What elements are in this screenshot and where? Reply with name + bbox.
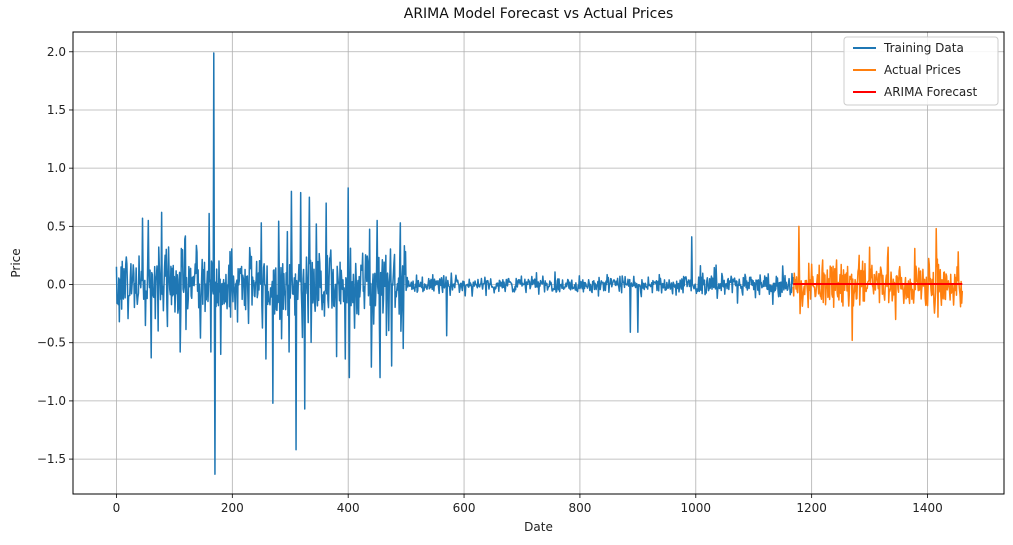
series-group <box>115 52 964 475</box>
grid-lines <box>73 32 1004 494</box>
legend-box <box>843 36 999 106</box>
y-tick-label: 1.0 <box>47 161 66 175</box>
y-tick-label: 2.0 <box>47 45 66 59</box>
x-tick-label: 400 <box>337 501 360 515</box>
y-tick-label: −0.5 <box>37 336 66 350</box>
y-tick-label: 0.5 <box>47 219 66 233</box>
x-tick-label: 800 <box>568 501 591 515</box>
x-tick-label: 600 <box>453 501 476 515</box>
y-tick-label: −1.5 <box>37 452 66 466</box>
series-training-data <box>115 52 794 475</box>
y-tick-label: −1.0 <box>37 394 66 408</box>
legend-label-forecast: ARIMA Forecast <box>884 85 978 99</box>
plot-frame <box>72 31 1005 495</box>
legend-label-actual: Actual Prices <box>884 63 961 77</box>
series-actual-prices <box>792 225 964 342</box>
y-axis-label: Price <box>9 248 23 277</box>
x-tick-label: 1400 <box>912 501 943 515</box>
x-tick-label: 1000 <box>681 501 712 515</box>
x-tick-label: 0 <box>113 501 121 515</box>
y-axis-ticks: −1.5 −1.0 −0.5 0.0 0.5 1.0 1.5 2.0 <box>37 45 73 466</box>
x-tick-label: 200 <box>221 501 244 515</box>
chart-title: ARIMA Model Forecast vs Actual Prices <box>404 6 674 22</box>
y-tick-label: 1.5 <box>47 103 66 117</box>
x-axis-label: Date <box>524 520 553 534</box>
y-tick-label: 0.0 <box>47 278 66 292</box>
legend-label-training: Training Data <box>883 41 964 55</box>
plot-area <box>115 52 964 475</box>
x-axis-ticks: 0 200 400 600 800 1000 1200 1400 <box>113 494 943 515</box>
legend: Training Data Actual Prices ARIMA Foreca… <box>843 36 999 106</box>
x-tick-label: 1200 <box>796 501 827 515</box>
